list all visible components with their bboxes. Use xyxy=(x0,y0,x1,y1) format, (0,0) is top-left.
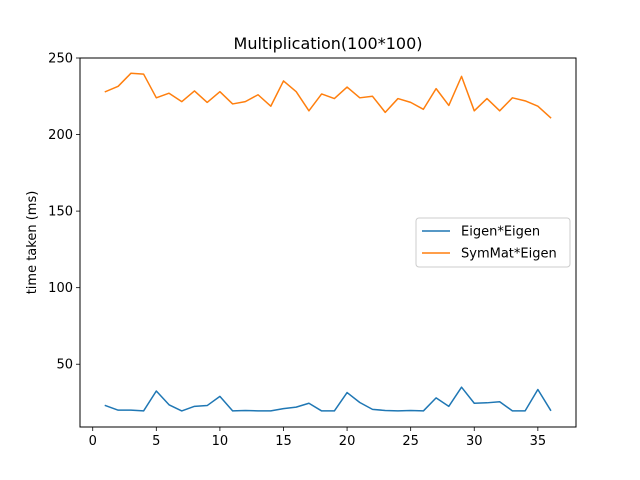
x-tick-label: 10 xyxy=(212,434,229,449)
x-tick-label: 30 xyxy=(466,434,483,449)
x-axis: 0 5 10 15 20 25 30 35 xyxy=(89,427,547,449)
series-line-2 xyxy=(104,72,552,119)
y-axis-label: time taken (ms) xyxy=(25,191,40,295)
legend: Eigen*Eigen SymMat*Eigen xyxy=(415,217,571,268)
y-tick-label: 200 xyxy=(48,128,73,143)
legend-box xyxy=(415,217,571,268)
x-tick-label: 35 xyxy=(530,434,547,449)
x-tick-label: 20 xyxy=(339,434,356,449)
y-tick-label: 250 xyxy=(48,52,73,67)
series-line-1 xyxy=(104,386,552,412)
x-tick-label: 0 xyxy=(89,434,97,449)
y-axis: 50 100 150 200 250 xyxy=(48,52,80,373)
y-tick-label: 100 xyxy=(48,281,73,296)
legend-label-2: SymMat*Eigen xyxy=(461,247,557,262)
y-tick-label: 150 xyxy=(48,205,73,220)
chart-title: Multiplication(100*100) xyxy=(234,34,423,53)
x-tick-label: 5 xyxy=(152,434,160,449)
x-tick-label: 25 xyxy=(402,434,419,449)
axes-frame xyxy=(79,57,577,428)
x-tick-label: 15 xyxy=(275,434,292,449)
y-tick-label: 50 xyxy=(56,358,73,373)
plot-area xyxy=(104,72,552,412)
legend-label-1: Eigen*Eigen xyxy=(461,225,540,240)
